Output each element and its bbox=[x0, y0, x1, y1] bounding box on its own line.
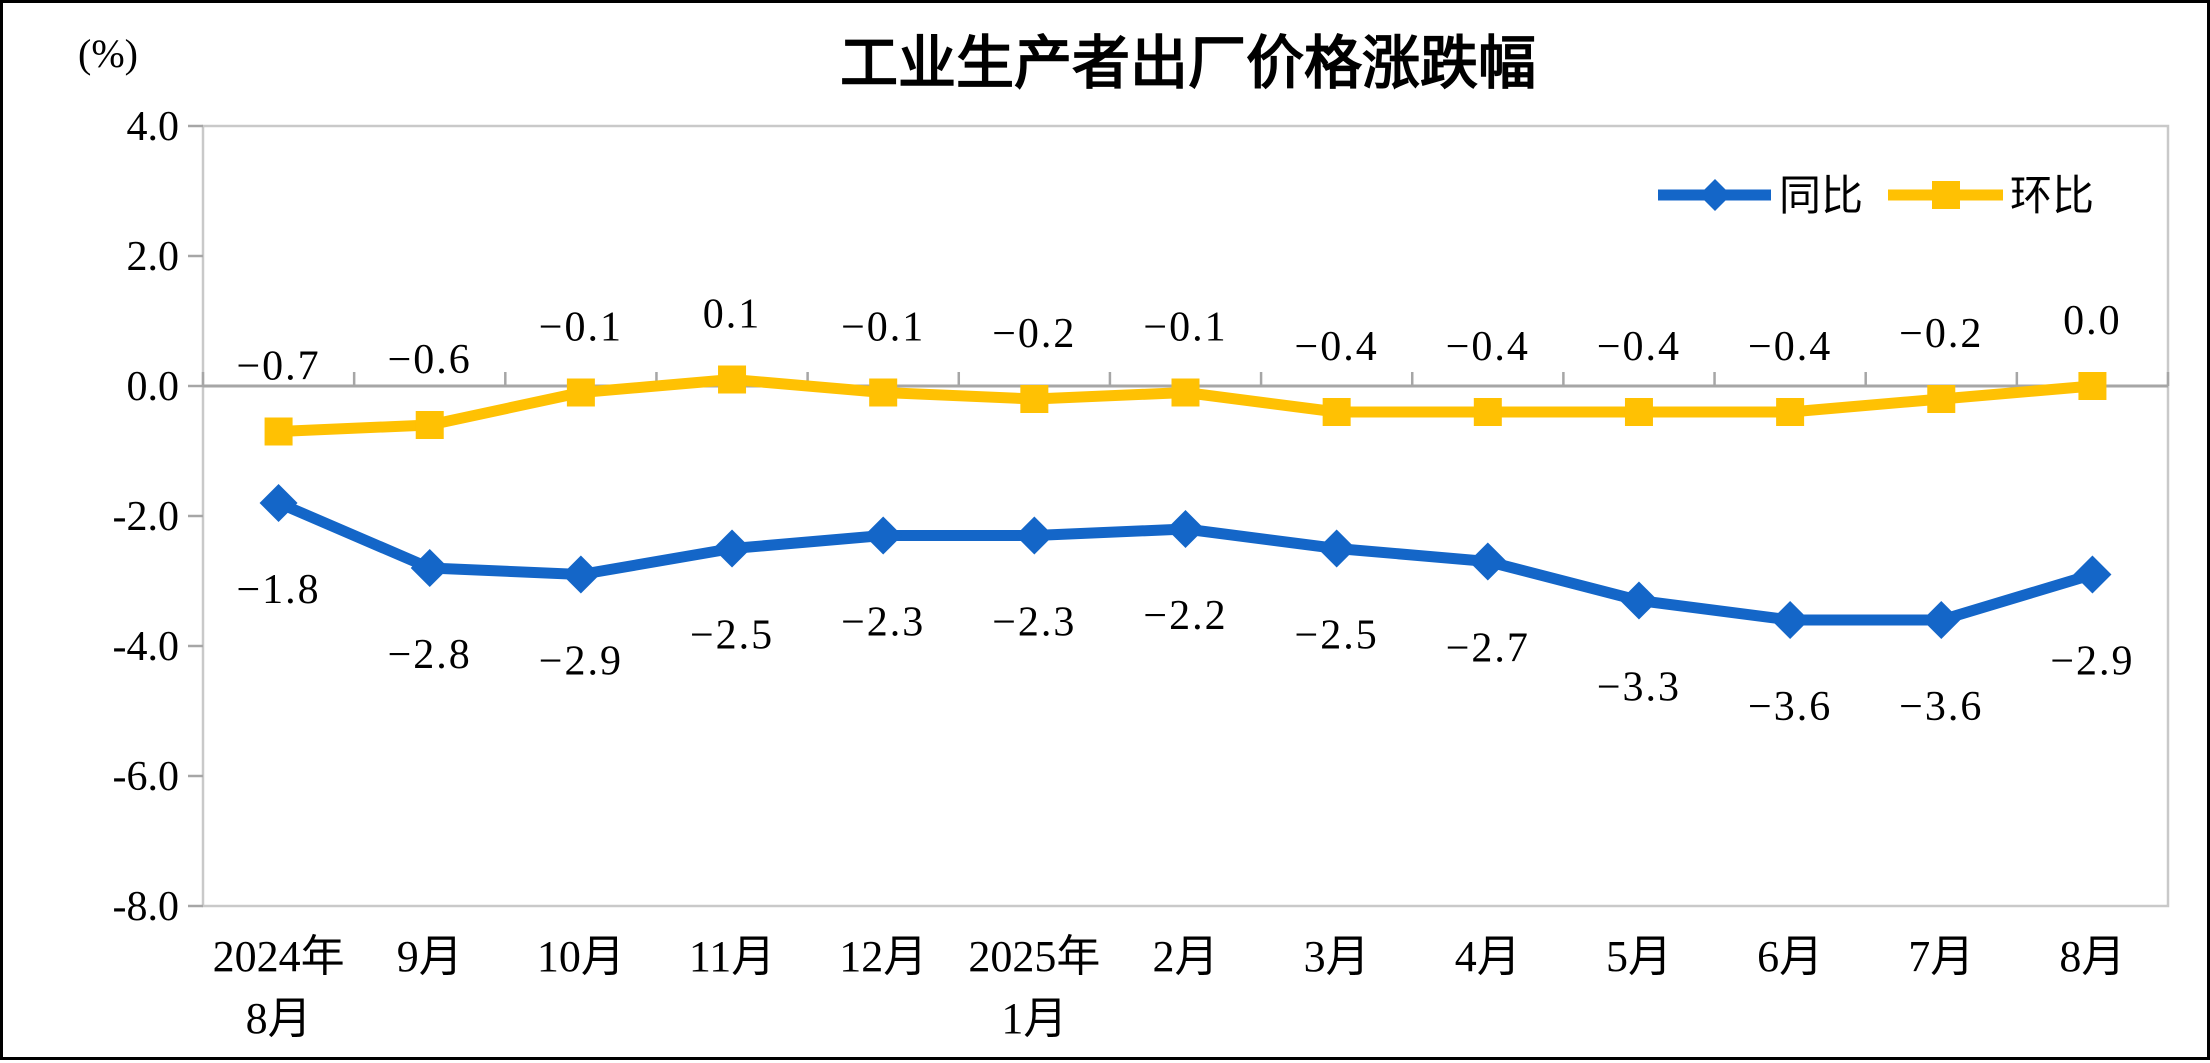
data-label-mom: −0.2 bbox=[1899, 311, 1983, 357]
data-label-mom: −0.2 bbox=[992, 311, 1076, 357]
data-label-mom: −0.4 bbox=[1446, 324, 1530, 370]
data-label-yoy: −3.6 bbox=[1748, 684, 1832, 730]
x-axis-label: 3月 bbox=[1304, 932, 1370, 981]
marker-yoy-diamond-icon bbox=[1922, 601, 1961, 639]
data-label-yoy: −2.9 bbox=[539, 639, 623, 685]
marker-mom-square-icon bbox=[264, 417, 293, 446]
y-tick-label: -4.0 bbox=[113, 624, 180, 670]
x-axis-label: 2024年 bbox=[213, 932, 345, 981]
x-axis-label: 10月 bbox=[537, 932, 625, 981]
data-label-mom: −0.4 bbox=[1295, 324, 1379, 370]
marker-yoy-diamond-icon bbox=[1771, 601, 1810, 639]
data-label-mom: −0.6 bbox=[388, 337, 472, 383]
data-label-yoy: −2.3 bbox=[992, 600, 1076, 646]
data-label-mom: 0.1 bbox=[703, 292, 762, 338]
data-label-mom: 0.0 bbox=[2063, 298, 2122, 344]
chart-title: 工业生产者出厂价格涨跌幅 bbox=[840, 31, 1536, 96]
marker-mom-square-icon bbox=[718, 365, 747, 394]
marker-mom-square-icon bbox=[1171, 378, 1200, 407]
legend-label-mom: 环比 bbox=[2010, 172, 2094, 219]
y-tick-label: 0.0 bbox=[127, 364, 180, 410]
marker-mom-square-icon bbox=[1322, 398, 1351, 426]
data-label-yoy: −2.8 bbox=[388, 632, 472, 678]
data-label-yoy: −3.3 bbox=[1597, 665, 1681, 711]
ppi-chart-svg: (%) 工业生产者出厂价格涨跌幅 同比 环比 4.0 2.0 0.0 -2.0 -4.0… bbox=[78, 31, 2170, 1043]
marker-mom-square-icon bbox=[1776, 398, 1805, 426]
data-label-mom: −0.7 bbox=[236, 344, 320, 390]
marker-yoy-diamond-icon bbox=[1015, 516, 1054, 555]
marker-yoy-diamond-icon bbox=[864, 516, 903, 555]
x-axis-label: 8月 bbox=[246, 994, 312, 1043]
y-tick-label: 4.0 bbox=[127, 104, 180, 150]
plot-area: 4.0 2.0 0.0 -2.0 -4.0 -6.0 -8.0 2024年 8月 9月 10月 11月… bbox=[113, 104, 2170, 1043]
marker-yoy-diamond-icon bbox=[1619, 581, 1658, 620]
data-label-yoy: −2.5 bbox=[690, 613, 774, 659]
marker-mom-square-icon bbox=[1927, 385, 1956, 413]
marker-mom-square-icon bbox=[869, 378, 898, 407]
y-tick-label: -2.0 bbox=[113, 494, 180, 540]
x-axis-label: 6月 bbox=[1757, 932, 1823, 981]
legend-marker-yoy-diamond-icon bbox=[1699, 179, 1731, 211]
marker-mom-square-icon bbox=[1020, 385, 1049, 413]
data-label-mom: −0.4 bbox=[1597, 324, 1681, 370]
data-label-yoy: −2.7 bbox=[1446, 626, 1530, 672]
x-axis-label: 4月 bbox=[1455, 932, 1521, 981]
x-axis-label: 9月 bbox=[397, 932, 463, 981]
data-label-mom: −0.4 bbox=[1748, 324, 1832, 370]
marker-yoy-diamond-icon bbox=[1468, 542, 1507, 581]
legend-label-yoy: 同比 bbox=[1779, 172, 1863, 219]
data-label-yoy: −2.9 bbox=[2050, 639, 2134, 685]
marker-yoy-diamond-icon bbox=[2073, 555, 2112, 594]
marker-yoy-diamond-icon bbox=[1317, 529, 1356, 568]
marker-mom-square-icon bbox=[415, 411, 444, 439]
x-axis-label: 8月 bbox=[2059, 932, 2125, 981]
y-tick-label: -8.0 bbox=[113, 884, 180, 930]
marker-mom-square-icon bbox=[1473, 398, 1502, 426]
legend-marker-mom-square-icon bbox=[1932, 181, 1960, 209]
data-label-mom: −0.1 bbox=[841, 305, 925, 351]
y-tick-label: -6.0 bbox=[113, 754, 180, 800]
marker-yoy-diamond-icon bbox=[410, 549, 449, 587]
data-label-mom: −0.1 bbox=[1143, 305, 1227, 351]
x-axis-label: 5月 bbox=[1606, 932, 1672, 981]
x-axis-label: 7月 bbox=[1908, 932, 1974, 981]
x-axis-label: 1月 bbox=[1001, 994, 1067, 1043]
data-label-yoy: −2.2 bbox=[1143, 593, 1227, 639]
x-axis-label: 2月 bbox=[1153, 932, 1219, 981]
marker-yoy-diamond-icon bbox=[1166, 510, 1205, 548]
data-label-yoy: −1.8 bbox=[236, 567, 320, 613]
marker-mom-square-icon bbox=[2078, 372, 2107, 400]
legend: 同比 环比 bbox=[1658, 172, 2094, 219]
x-axis-label: 12月 bbox=[839, 932, 927, 981]
y-axis-unit-label: (%) bbox=[78, 31, 138, 76]
x-axis-label: 11月 bbox=[689, 932, 775, 981]
x-axis-label: 2025年 bbox=[968, 932, 1100, 981]
data-label-yoy: −2.5 bbox=[1295, 613, 1379, 659]
data-label-mom: −0.1 bbox=[539, 305, 623, 351]
marker-mom-square-icon bbox=[1624, 398, 1653, 426]
marker-yoy-diamond-icon bbox=[561, 555, 600, 594]
data-label-yoy: −2.3 bbox=[841, 600, 925, 646]
data-label-yoy: −3.6 bbox=[1899, 684, 1983, 730]
y-tick-label: 2.0 bbox=[127, 234, 180, 280]
marker-yoy-diamond-icon bbox=[713, 529, 752, 568]
marker-mom-square-icon bbox=[566, 378, 595, 407]
marker-yoy-diamond-icon bbox=[259, 484, 298, 522]
